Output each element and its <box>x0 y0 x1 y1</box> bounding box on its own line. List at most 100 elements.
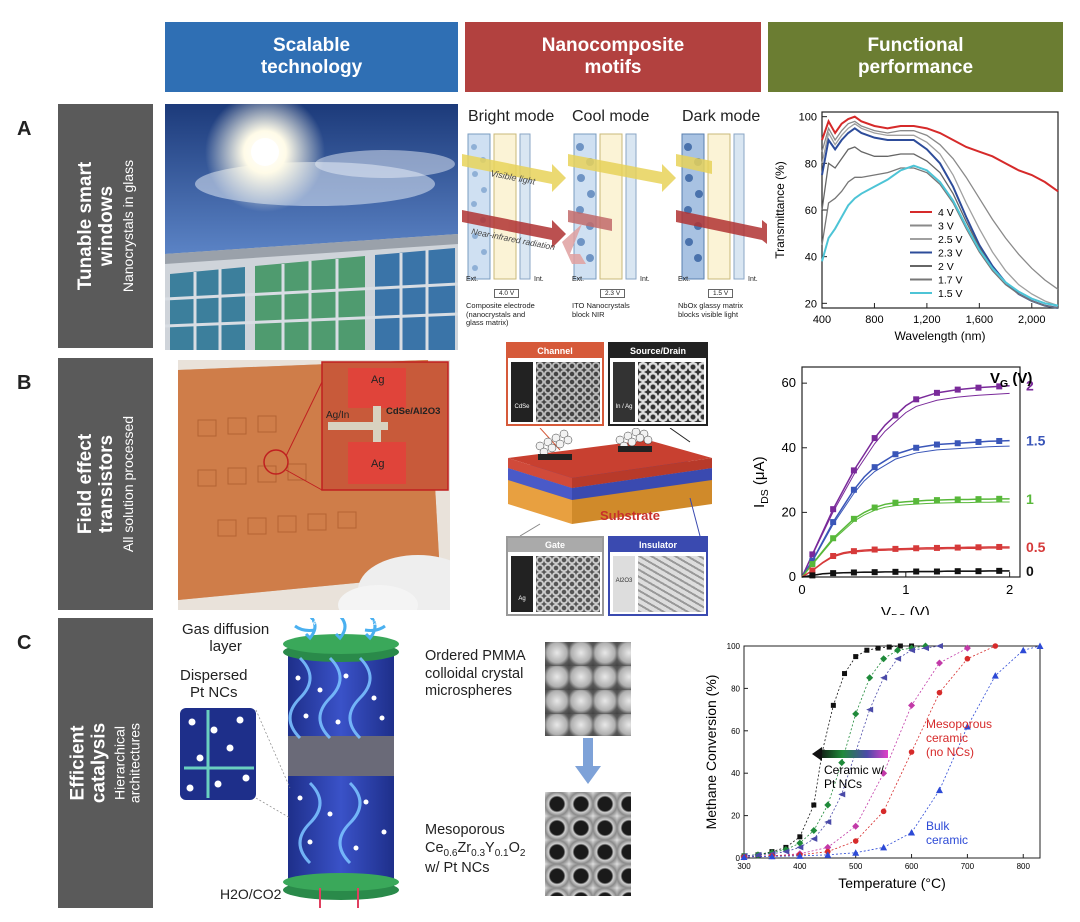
data-point <box>954 544 961 551</box>
data-point <box>886 644 892 650</box>
x-tick-label: 2 <box>1006 582 1013 597</box>
data-point <box>810 826 818 834</box>
fet-photo-label-ag-bottom: Ag <box>371 458 385 470</box>
flexible-fet-photo: Ag Ag/In CdSe/Al2O3 Ag <box>178 360 450 610</box>
plot-frame <box>801 366 1021 578</box>
series-line-4-V <box>821 115 1059 193</box>
series-line <box>743 645 1041 858</box>
smart-window-building-photo <box>165 104 458 350</box>
data-point <box>830 506 837 513</box>
data-point <box>768 852 776 860</box>
fet-layers-diagram: Channel CdSe Source/Drain In / Ag <box>500 342 720 618</box>
data-point <box>964 655 971 662</box>
row-subtitle-smart-windows: Nanocrystals in glass <box>119 159 136 293</box>
source-drain-vial-label: In / Ag <box>615 404 633 410</box>
legend-label: 1.5 V <box>938 288 963 300</box>
data-point <box>830 570 837 577</box>
data-point <box>922 645 930 652</box>
data-point <box>871 435 878 442</box>
data-point <box>875 645 881 651</box>
legend-label: 3 V <box>938 221 954 233</box>
y-tick-label: 60 <box>782 375 796 390</box>
series-line-vg-1-5 <box>801 439 1010 578</box>
ext-label-2: Ext. <box>572 276 585 283</box>
ch4-inlet-label: CH4 <box>302 620 317 627</box>
y-tick-label: 40 <box>731 769 740 778</box>
int-label-3: Int. <box>748 276 758 283</box>
y-tick-label: 100 <box>727 642 741 651</box>
row-letter-b: B <box>17 372 32 394</box>
data-point <box>936 689 943 696</box>
data-point <box>811 802 817 808</box>
gate-vial-label: Ag <box>518 596 526 602</box>
data-point <box>935 643 943 649</box>
data-point <box>809 551 816 558</box>
data-point <box>809 557 816 564</box>
annotation-mesoporous-line: (no NCs) <box>926 745 974 759</box>
row-subtitle-catalysis: Hierarchical architectures <box>111 722 143 804</box>
mesoporous-label: Mesoporous <box>425 822 505 838</box>
data-point <box>894 646 902 654</box>
ext-label-3: Ext. <box>678 276 691 283</box>
data-point <box>866 674 874 682</box>
y-tick-label: 60 <box>731 727 740 736</box>
gas-diffusion-layer-label: Gas diffusion layer <box>182 621 270 655</box>
int-label-2: Int. <box>640 276 650 283</box>
ext-label-1: Ext. <box>466 276 479 283</box>
data-point <box>908 829 916 836</box>
data-point <box>871 546 878 553</box>
y-tick-label: 40 <box>805 252 817 264</box>
series-line-return <box>801 392 1010 578</box>
series-line-return <box>801 501 1010 578</box>
data-point <box>975 384 982 391</box>
legend-label: 4 V <box>938 207 954 219</box>
series-label-vg: 2 <box>1026 378 1034 394</box>
data-point <box>850 515 857 522</box>
dispersed-pt-ncs-label: Dispersed Pt NCs <box>180 667 248 701</box>
data-point <box>996 495 1003 502</box>
legend-label: 2 V <box>938 261 954 273</box>
caption-bright: Composite electrode (nanocrystals and gl… <box>466 301 535 328</box>
x-tick-label: 0 <box>798 582 805 597</box>
insulator-label: Insulator <box>610 538 706 552</box>
header-scalable-technology: Scalable technology <box>165 22 458 92</box>
template-synthesis-panel: Ordered PMMA colloidal crystal microsphe… <box>425 640 635 898</box>
data-point <box>935 786 943 794</box>
x-tick-label: 1,200 <box>913 314 941 326</box>
x-axis-label: Temperature (°C) <box>838 875 946 891</box>
data-point <box>954 386 961 393</box>
data-point <box>852 849 860 856</box>
plot-frame <box>743 645 1041 859</box>
data-point <box>992 643 999 649</box>
series-line-2-5-V <box>821 122 1059 307</box>
outlet-label: H2O/CO2 <box>220 886 282 902</box>
row-title-catalysis: Efficient catalysis <box>67 722 110 804</box>
x-tick-label: 800 <box>865 314 883 326</box>
data-point <box>852 838 859 844</box>
data-point <box>880 674 888 681</box>
data-point <box>933 544 940 551</box>
data-point <box>954 496 961 503</box>
int-label-1: Int. <box>534 276 544 283</box>
data-point <box>880 655 888 663</box>
data-point <box>852 822 860 830</box>
gate-box: Gate Ag <box>506 536 604 616</box>
data-point <box>866 706 874 713</box>
series-line-vg-1 <box>801 498 1010 578</box>
data-point <box>880 769 888 777</box>
bright-mode-window <box>467 133 531 280</box>
y-tick-label: 20 <box>805 298 817 310</box>
data-point <box>824 851 832 858</box>
y-tick-label: 60 <box>805 205 817 217</box>
series-label-vg: 0.5 <box>1026 539 1046 555</box>
x-tick-label: 300 <box>737 862 751 871</box>
annotation-mesoporous-line: Mesoporous <box>926 717 992 731</box>
x-tick-label: 400 <box>813 314 831 326</box>
annotation-bulk-line: ceramic <box>926 833 968 847</box>
gradient-arrow <box>818 750 888 758</box>
row-letter-a: A <box>17 118 32 140</box>
series-line-return <box>801 445 1010 578</box>
data-point <box>908 749 915 755</box>
data-point <box>894 655 902 662</box>
data-point <box>830 553 837 559</box>
